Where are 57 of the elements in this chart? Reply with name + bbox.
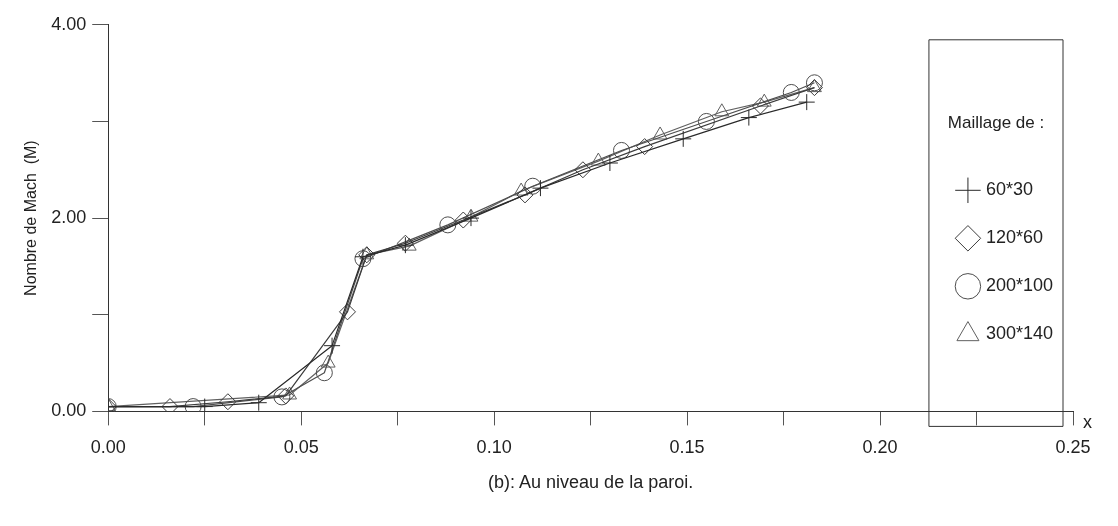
point (401, 237, 417, 251)
point (756, 93, 772, 107)
legend-title: Maillage de : (947, 113, 1045, 133)
y-tick-label: 4.00 (51, 13, 87, 34)
x-tick-label: 0.25 (1055, 437, 1091, 458)
point (463, 208, 479, 222)
point (282, 386, 298, 400)
point (277, 387, 295, 405)
point (359, 246, 375, 260)
point (805, 74, 823, 92)
point (315, 364, 333, 382)
y-axis-title: Nombre de Mach (M) (22, 140, 40, 296)
point (516, 186, 534, 204)
point (714, 103, 730, 117)
point (196, 398, 214, 412)
legend-label: 120*60 (985, 227, 1043, 248)
point (323, 337, 341, 355)
point (697, 112, 715, 130)
legend-label: 300*140 (985, 323, 1054, 344)
point (590, 152, 606, 166)
x-tick-label: 0.15 (669, 437, 705, 458)
legend-label: 60*30 (985, 179, 1033, 200)
point (807, 79, 822, 93)
point (612, 141, 630, 159)
point (250, 394, 268, 412)
x-axis-title: x (1083, 412, 1092, 433)
y-tick-label: 0.00 (51, 400, 87, 421)
point (462, 209, 480, 227)
point (751, 97, 769, 115)
point (782, 83, 800, 101)
point (652, 126, 668, 140)
legend-label: 200*100 (985, 275, 1054, 296)
point (805, 79, 823, 97)
x-tick-label: 0.00 (90, 437, 126, 458)
x-tick-label: 0.20 (862, 437, 898, 458)
point (219, 393, 237, 411)
point (674, 130, 692, 148)
point (574, 161, 592, 179)
point (184, 398, 202, 412)
point (531, 179, 549, 197)
point (320, 354, 336, 368)
y-tick-label: 2.00 (51, 207, 87, 228)
point (273, 388, 291, 406)
point (454, 211, 472, 229)
point (740, 109, 758, 127)
point (439, 216, 457, 234)
point (524, 177, 542, 195)
point (513, 182, 529, 196)
text: (b): Au niveau de la paroi. (488, 472, 694, 493)
point (636, 138, 654, 156)
point (161, 398, 179, 412)
x-tick-label: 0.05 (283, 437, 319, 458)
x-tick-label: 0.10 (476, 437, 512, 458)
point (358, 246, 376, 264)
point (339, 303, 356, 321)
point (798, 93, 816, 111)
point (601, 154, 619, 172)
